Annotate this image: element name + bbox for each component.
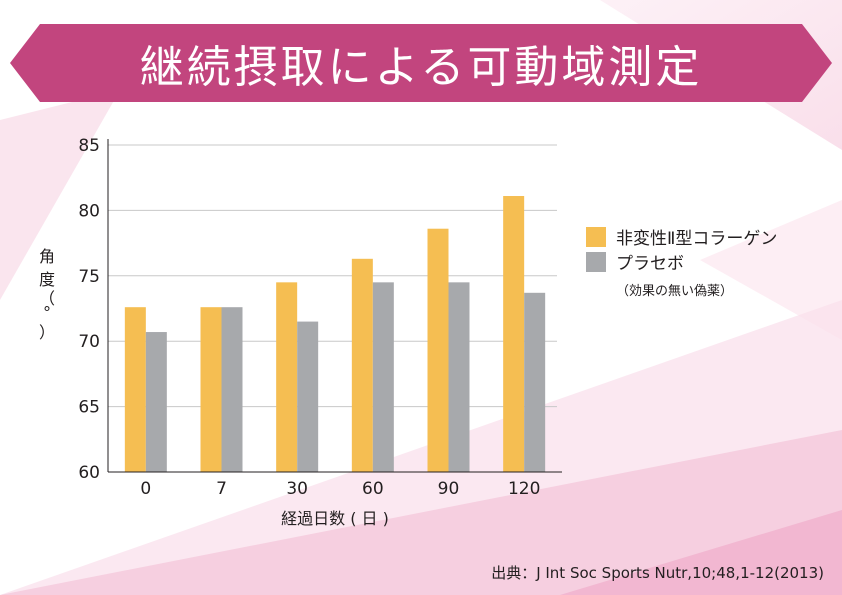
y-tick-label: 75 <box>78 267 100 287</box>
grid-lines <box>108 144 557 408</box>
bars <box>124 196 546 472</box>
axes <box>107 139 562 473</box>
bar-placebo-day-7 <box>221 307 243 472</box>
y-axis-title-char: 角 <box>39 247 55 266</box>
bar-collagen-day-90 <box>427 228 449 472</box>
y-tick-label: 65 <box>78 398 100 418</box>
y-axis-title-char: （ <box>39 289 55 308</box>
bar-collagen-day-30 <box>276 282 298 472</box>
legend-sublabel-placebo: （効果の無い偽薬） <box>616 284 734 299</box>
y-axis-title-char: ） <box>39 323 55 342</box>
legend: 非変性Ⅱ型コラーゲン プラセボ （効果の無い偽薬） <box>586 224 836 299</box>
bar-placebo-day-120 <box>524 292 546 472</box>
bar-placebo-day-30 <box>297 321 319 472</box>
legend-label-collagen: 非変性Ⅱ型コラーゲン <box>616 229 778 249</box>
y-tick-label: 70 <box>78 332 100 352</box>
x-tick-label: 120 <box>508 479 540 499</box>
title-banner: 継続摂取による可動域測定 <box>10 24 832 102</box>
bar-collagen-day-7 <box>200 307 222 472</box>
x-tick-label: 30 <box>286 479 308 499</box>
page-title: 継続摂取による可動域測定 <box>139 42 703 93</box>
bar-placebo-day-90 <box>448 282 470 472</box>
legend-swatch-placebo <box>586 251 606 272</box>
bar-collagen-day-60 <box>351 258 373 472</box>
legend-label-placebo: プラセボ <box>616 254 684 274</box>
x-tick-label: 7 <box>216 479 227 499</box>
bar-placebo-day-0 <box>145 332 167 472</box>
y-tick-label: 80 <box>78 201 100 221</box>
bar-collagen-day-120 <box>503 196 525 472</box>
legend-entry-placebo: プラセボ （効果の無い偽薬） <box>586 249 836 299</box>
x-tick-label: 0 <box>140 479 151 499</box>
bar-collagen-day-0 <box>124 307 146 472</box>
y-axis-title-char: ° <box>43 303 51 322</box>
y-tick-label: 60 <box>78 463 100 483</box>
legend-swatch-collagen <box>586 226 606 247</box>
y-tick-labels: 60 65 70 75 80 85 <box>78 136 100 483</box>
y-tick-label: 85 <box>78 136 100 156</box>
source-citation: 出典：J Int Soc Sports Nutr,10;48,1-12(2013… <box>491 564 824 582</box>
y-axis-title: 角度（°） <box>39 247 55 342</box>
x-axis-title: 経過日数 ( 日 ) <box>281 509 389 528</box>
x-tick-label: 90 <box>438 479 460 499</box>
legend-entry-collagen: 非変性Ⅱ型コラーゲン <box>586 224 836 249</box>
banner-shape <box>10 24 832 102</box>
y-axis-title-char: 度 <box>39 270 55 289</box>
x-tick-labels: 0 7 30 60 90 120 <box>140 479 540 499</box>
x-tick-label: 60 <box>362 479 384 499</box>
bar-placebo-day-60 <box>372 282 394 472</box>
